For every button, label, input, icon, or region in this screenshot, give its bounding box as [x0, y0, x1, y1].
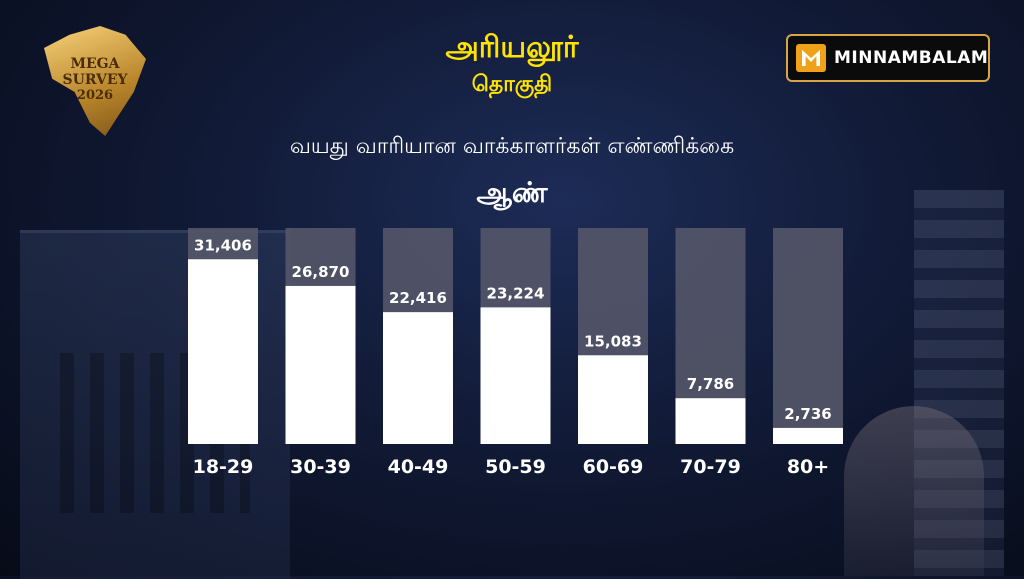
badge-line1: MEGA SURVEY [62, 56, 128, 88]
constituency-subtitle: தொகுதி [471, 72, 553, 97]
value-label-70-79: 7,786 [687, 375, 734, 393]
background-temple-tower [914, 190, 1004, 576]
tick-label-40-49: 40-49 [388, 456, 449, 478]
value-label-40-49: 22,416 [389, 289, 447, 307]
tick-label-18-29: 18-29 [193, 456, 254, 478]
tick-label-30-39: 30-39 [290, 456, 351, 478]
chart-subtitle: ஆண் [476, 176, 548, 209]
badge-line2: 2026 [76, 88, 114, 103]
bar-18-29 [188, 259, 258, 444]
tick-label-50-59: 50-59 [485, 456, 546, 478]
bar-80+ [773, 427, 843, 444]
bar-30-39 [285, 285, 356, 444]
bar-track [773, 228, 843, 444]
tick-label-70-79: 70-79 [680, 456, 741, 478]
constituency-title: அரியலூர் [445, 30, 579, 65]
value-label-80+: 2,736 [784, 405, 831, 423]
minnambalam-logo: MINNAMBALAM [786, 34, 990, 82]
tick-label-60-69: 60-69 [583, 456, 644, 478]
background-hand [844, 406, 984, 576]
value-label-30-39: 26,870 [292, 263, 350, 281]
tick-label-80+: 80+ [787, 456, 829, 478]
bar-40-49 [383, 312, 453, 444]
bar-60-69 [578, 355, 648, 444]
minnambalam-m-icon [796, 44, 826, 72]
logo-text: MINNAMBALAM [834, 48, 989, 68]
bar-50-59 [480, 307, 551, 444]
value-label-50-59: 23,224 [487, 284, 545, 302]
chart-title: வயது வாரியான வாக்காளர்கள் எண்ணிக்கை [289, 134, 735, 159]
mega-survey-badge-text: MEGA SURVEY 2026 [44, 56, 146, 104]
bar-70-79 [675, 398, 746, 444]
value-label-60-69: 15,083 [584, 332, 642, 350]
value-label-18-29: 31,406 [194, 236, 252, 254]
